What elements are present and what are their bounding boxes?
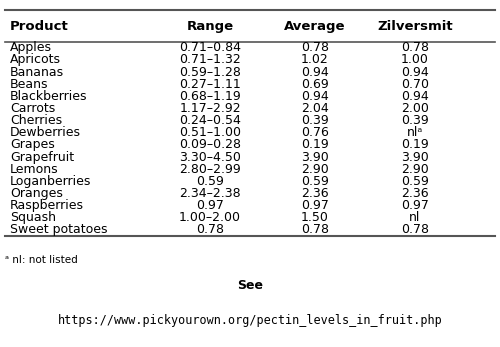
Text: 0.97: 0.97 [196,199,224,212]
Text: Oranges: Oranges [10,187,63,200]
Text: 2.04: 2.04 [301,102,329,115]
Text: Raspberries: Raspberries [10,199,84,212]
Text: nl: nl [410,211,420,224]
Text: Squash: Squash [10,211,56,224]
Text: 0.78: 0.78 [196,223,224,236]
Text: 0.24–0.54: 0.24–0.54 [179,114,241,127]
Text: 1.02: 1.02 [301,53,329,66]
Text: 0.76: 0.76 [301,126,329,139]
Text: 0.71–1.32: 0.71–1.32 [179,53,241,66]
Text: Dewberries: Dewberries [10,126,81,139]
Text: See: See [237,279,263,292]
Text: Cherries: Cherries [10,114,62,127]
Text: 1.50: 1.50 [301,211,329,224]
Text: 0.94: 0.94 [401,90,429,103]
Text: 0.27–1.11: 0.27–1.11 [179,78,241,91]
Text: 0.69: 0.69 [301,78,329,91]
Text: 0.51–1.00: 0.51–1.00 [179,126,241,139]
Text: 0.68–1.19: 0.68–1.19 [179,90,241,103]
Text: 2.80–2.99: 2.80–2.99 [179,163,241,176]
Text: 2.00: 2.00 [401,102,429,115]
Text: nlᵃ: nlᵃ [407,126,423,139]
Text: Grapes: Grapes [10,138,55,151]
Text: 0.94: 0.94 [401,66,429,78]
Text: 0.59: 0.59 [301,175,329,188]
Text: Beans: Beans [10,78,48,91]
Text: 3.90: 3.90 [401,151,429,163]
Text: Lemons: Lemons [10,163,58,176]
Text: 2.34–2.38: 2.34–2.38 [179,187,241,200]
Text: 2.36: 2.36 [301,187,329,200]
Text: 0.97: 0.97 [301,199,329,212]
Text: 3.30–4.50: 3.30–4.50 [179,151,241,163]
Text: 3.90: 3.90 [301,151,329,163]
Text: Range: Range [186,19,234,33]
Text: Apricots: Apricots [10,53,61,66]
Text: Blackberries: Blackberries [10,90,88,103]
Text: 0.19: 0.19 [401,138,429,151]
Text: 0.39: 0.39 [301,114,329,127]
Text: 1.00–2.00: 1.00–2.00 [179,211,241,224]
Text: 0.78: 0.78 [301,223,329,236]
Text: ᵃ nl: not listed: ᵃ nl: not listed [5,255,78,265]
Text: 1.17–2.92: 1.17–2.92 [179,102,241,115]
Text: 0.97: 0.97 [401,199,429,212]
Text: 0.94: 0.94 [301,66,329,78]
Text: 0.09–0.28: 0.09–0.28 [179,138,241,151]
Text: 1.00: 1.00 [401,53,429,66]
Text: Sweet potatoes: Sweet potatoes [10,223,108,236]
Text: Product: Product [10,19,69,33]
Text: 0.71–0.84: 0.71–0.84 [179,41,241,54]
Text: 0.78: 0.78 [301,41,329,54]
Text: 2.90: 2.90 [401,163,429,176]
Text: 0.59–1.28: 0.59–1.28 [179,66,241,78]
Text: Bananas: Bananas [10,66,64,78]
Text: 0.78: 0.78 [401,41,429,54]
Text: Carrots: Carrots [10,102,55,115]
Text: 0.59: 0.59 [196,175,224,188]
Text: 0.78: 0.78 [401,223,429,236]
Text: Loganberries: Loganberries [10,175,92,188]
Text: Apples: Apples [10,41,52,54]
Text: 0.19: 0.19 [301,138,329,151]
Text: 2.90: 2.90 [301,163,329,176]
Text: Average: Average [284,19,346,33]
Text: 0.70: 0.70 [401,78,429,91]
Text: Grapefruit: Grapefruit [10,151,74,163]
Text: 0.39: 0.39 [401,114,429,127]
Text: 0.59: 0.59 [401,175,429,188]
Text: https://www.pickyourown.org/pectin_levels_in_fruit.php: https://www.pickyourown.org/pectin_level… [58,314,442,327]
Text: 0.94: 0.94 [301,90,329,103]
Text: Zilversmit: Zilversmit [377,19,453,33]
Text: 2.36: 2.36 [401,187,429,200]
